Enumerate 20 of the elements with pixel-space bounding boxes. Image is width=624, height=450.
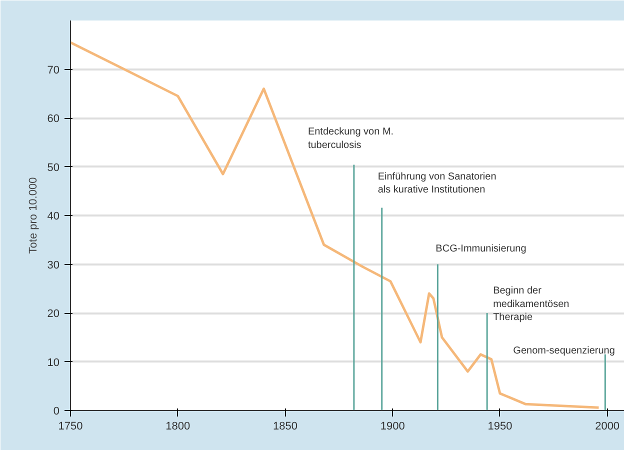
y-tick-label: 0 (53, 406, 60, 418)
y-tick-label: 30 (47, 259, 60, 272)
x-tick-label: 1850 (272, 420, 298, 432)
y-tick-label: 10 (47, 356, 60, 369)
y-tick-label: 40 (47, 210, 60, 222)
y-tick-label: 60 (47, 113, 60, 125)
x-tick-label: 1750 (58, 420, 83, 432)
x-tick-label: 1800 (166, 420, 190, 432)
y-tick-label: 50 (47, 162, 60, 174)
y-tick-label: 20 (47, 308, 60, 320)
ref-line-label: BCG-Immunisierung (436, 243, 526, 254)
ref-line-label: Genom-sequenzierung (513, 345, 615, 356)
ref-line-label: Einführung von Sanatorien als kurative Institutionen (378, 172, 496, 196)
y-axis-title: Tote pro 10.000 (27, 177, 40, 254)
x-tick-label: 1950 (488, 420, 512, 432)
x-tick-label: 2000 (595, 420, 620, 432)
ref-line-label: Entdeckung von M. tuberculosis (308, 126, 394, 151)
x-tick-label: 1900 (380, 420, 405, 432)
ref-line-label: Beginn der medikamentösen Therapie (493, 286, 570, 323)
y-tick-label: 70 (47, 64, 60, 76)
